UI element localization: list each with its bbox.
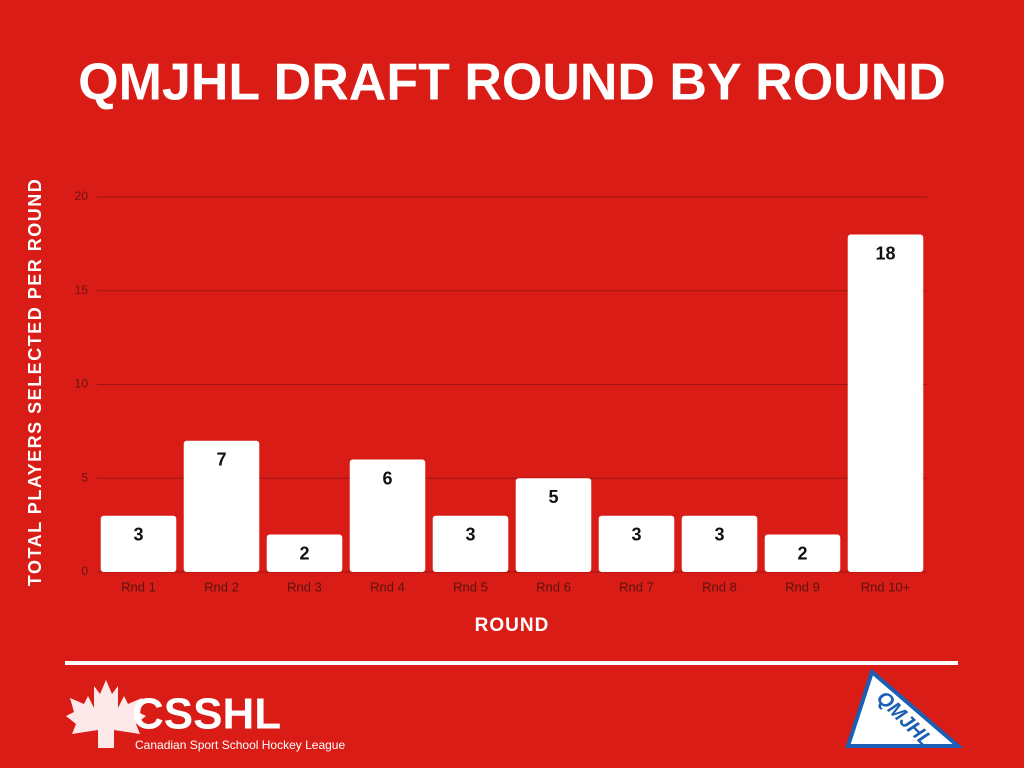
value-label: 3 <box>631 525 641 545</box>
value-label: 3 <box>133 525 143 545</box>
value-label: 5 <box>548 487 558 507</box>
value-label: 7 <box>216 450 226 470</box>
value-label: 3 <box>714 525 724 545</box>
bar <box>266 534 343 572</box>
y-tick-label: 15 <box>75 283 89 297</box>
bar <box>515 478 592 572</box>
value-label: 18 <box>875 243 895 263</box>
value-label: 2 <box>797 543 807 563</box>
value-label: 6 <box>382 468 392 488</box>
bar <box>681 515 758 572</box>
logo-shape <box>845 668 964 748</box>
logo-tagline: Canadian Sport School Hockey League <box>135 738 345 752</box>
bar <box>100 515 177 572</box>
y-tick-label: 10 <box>75 377 89 391</box>
bar <box>349 459 426 572</box>
value-label: 3 <box>465 525 475 545</box>
y-tick-label: 0 <box>81 564 88 578</box>
x-tick-label: Rnd 9 <box>785 579 820 594</box>
logo-name: CSSHL <box>132 690 281 739</box>
bar <box>183 440 260 572</box>
maple-leaf <box>66 680 146 748</box>
x-axis-label: ROUND <box>475 615 550 636</box>
bar <box>764 534 841 572</box>
qmjhl-logo: QMJHL <box>845 668 964 752</box>
x-tick-label: Rnd 7 <box>619 579 654 594</box>
x-tick-label: Rnd 4 <box>370 579 405 594</box>
y-axis-label: TOTAL PLAYERS SELECTED PER ROUND <box>25 178 45 586</box>
x-tick-label: Rnd 10+ <box>861 579 911 594</box>
csshl-logo: CSSHL Canadian Sport School Hockey Leagu… <box>66 680 345 752</box>
y-tick-label: 5 <box>81 470 88 484</box>
bar <box>847 234 924 572</box>
value-label: 2 <box>299 543 309 563</box>
y-tick-label: 20 <box>75 189 89 203</box>
x-tick-label: Rnd 6 <box>536 579 571 594</box>
bar <box>432 515 509 572</box>
x-tick-label: Rnd 2 <box>204 579 239 594</box>
bar <box>598 515 675 572</box>
x-tick-label: Rnd 5 <box>453 579 488 594</box>
chart-title: QMJHL DRAFT ROUND BY ROUND <box>78 54 946 112</box>
x-tick-label: Rnd 1 <box>121 579 156 594</box>
x-tick-label: Rnd 8 <box>702 579 737 594</box>
x-tick-label: Rnd 3 <box>287 579 322 594</box>
